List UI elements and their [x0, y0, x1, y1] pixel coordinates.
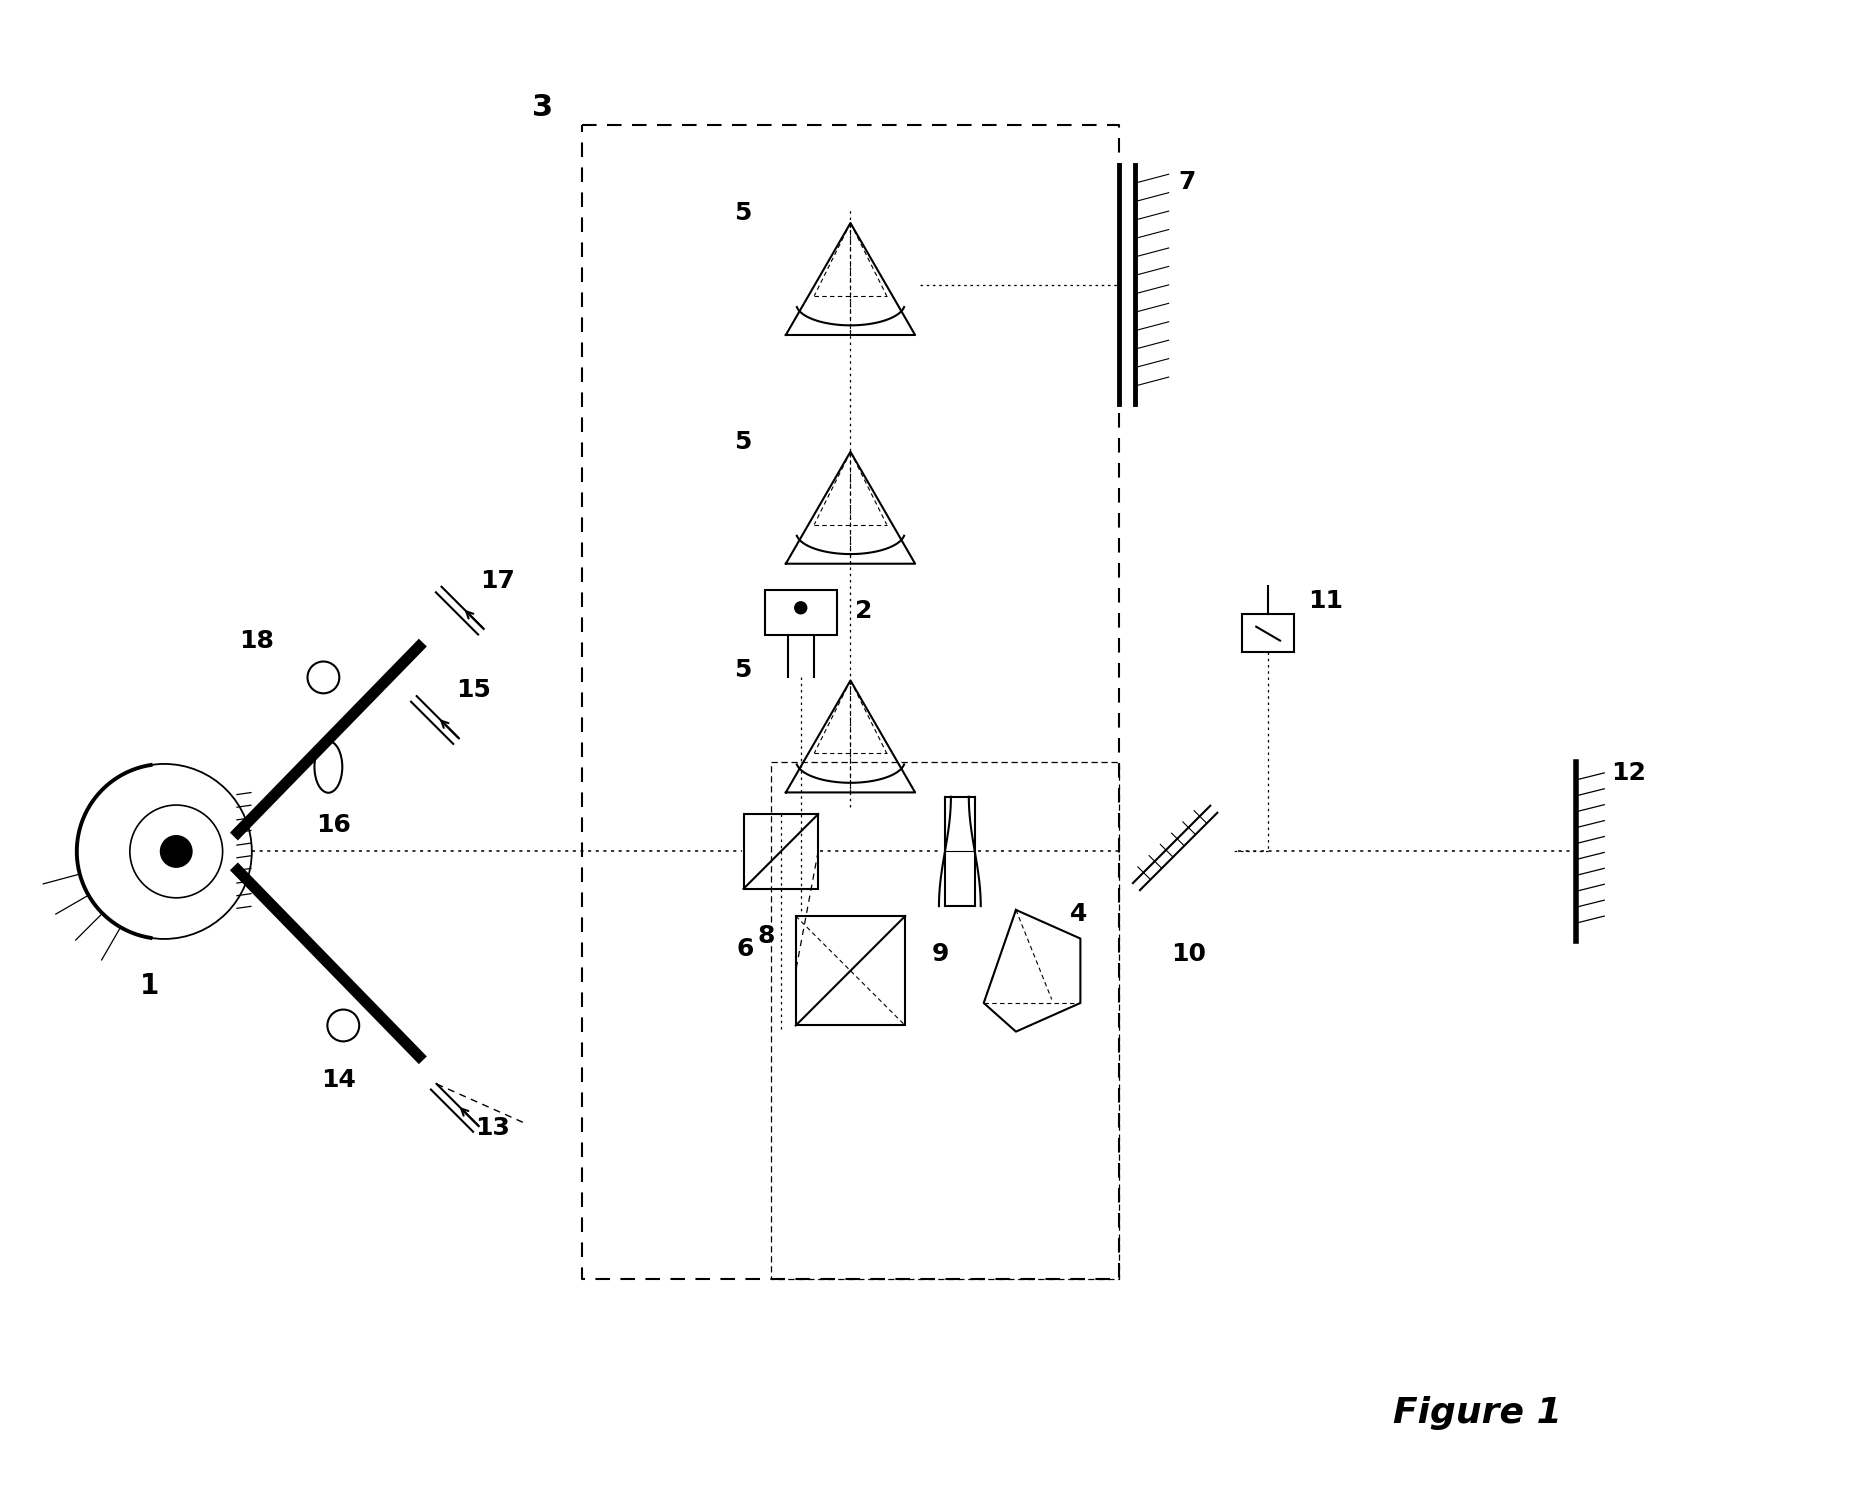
Text: 8: 8: [757, 924, 775, 948]
Text: 12: 12: [1612, 762, 1646, 786]
Text: 14: 14: [321, 1068, 355, 1092]
Text: 15: 15: [456, 679, 491, 703]
Text: 11: 11: [1308, 589, 1343, 613]
Text: 18: 18: [239, 628, 275, 652]
Text: 1: 1: [140, 972, 159, 1000]
Text: 3: 3: [532, 93, 553, 122]
Text: Figure 1: Figure 1: [1394, 1397, 1562, 1430]
Text: 9: 9: [932, 942, 949, 966]
Circle shape: [161, 835, 192, 867]
Text: 10: 10: [1171, 942, 1207, 966]
Text: 17: 17: [480, 569, 516, 593]
Bar: [743, 814, 818, 889]
Circle shape: [794, 602, 807, 614]
Text: 13: 13: [476, 1116, 510, 1140]
Text: 16: 16: [316, 813, 351, 837]
Bar: [1242, 614, 1295, 652]
Text: 5: 5: [734, 658, 751, 682]
Bar: [764, 590, 837, 635]
Text: 2: 2: [856, 599, 872, 623]
Text: 5: 5: [734, 430, 751, 454]
Bar: [796, 916, 906, 1026]
Text: 6: 6: [736, 937, 753, 961]
Text: 4: 4: [1070, 901, 1087, 925]
Text: 5: 5: [734, 201, 751, 225]
Text: 7: 7: [1179, 170, 1196, 194]
